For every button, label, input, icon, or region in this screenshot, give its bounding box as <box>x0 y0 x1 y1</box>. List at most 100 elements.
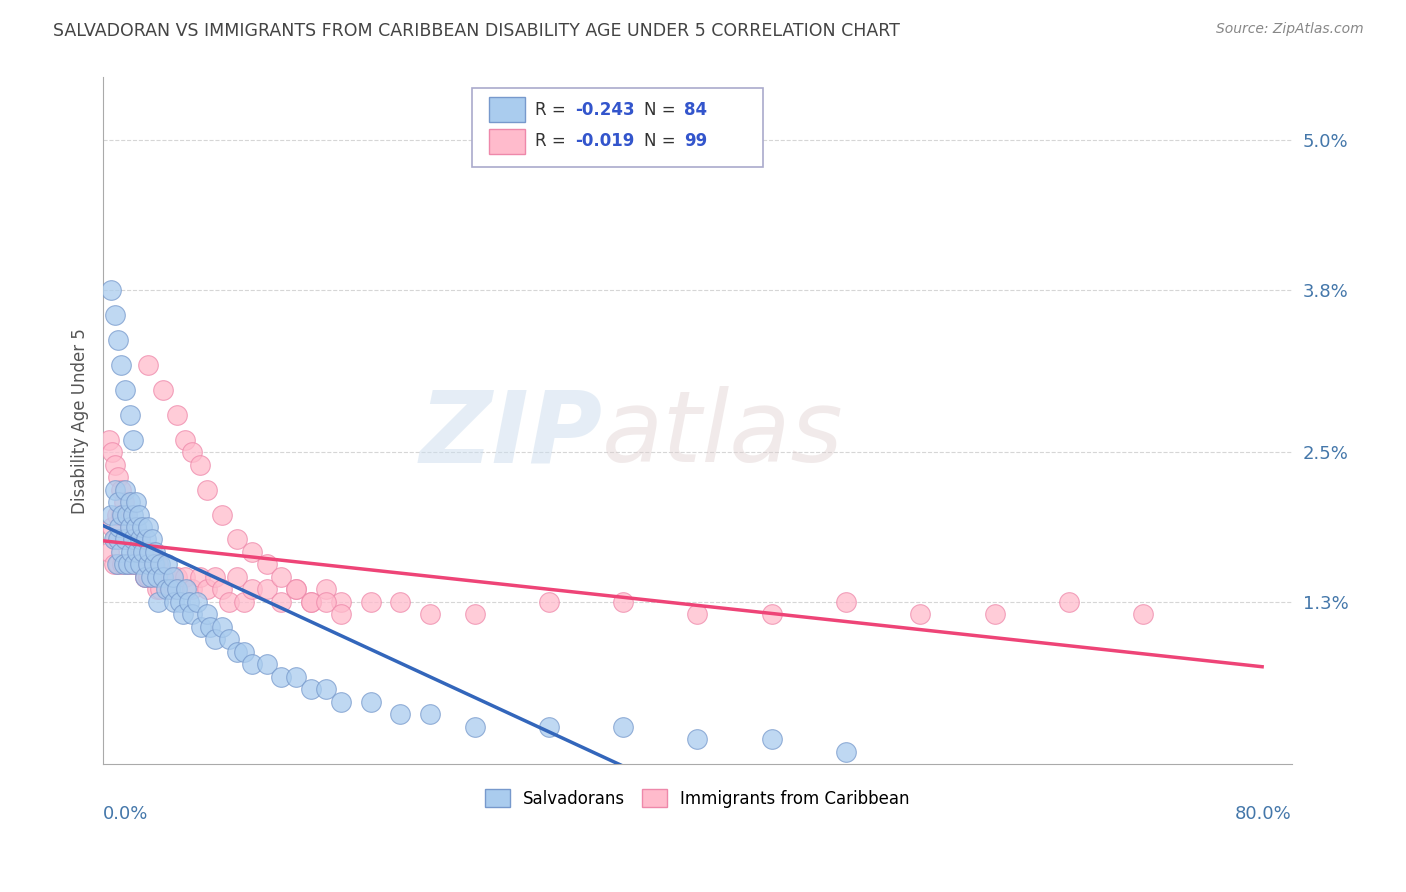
Point <box>142 570 165 584</box>
Point <box>100 283 122 297</box>
Point <box>240 657 263 672</box>
Point <box>166 582 188 597</box>
Point <box>110 358 132 372</box>
Point <box>128 508 150 522</box>
Point <box>211 582 233 597</box>
Point <box>983 607 1005 622</box>
Point <box>761 732 783 747</box>
Point <box>166 570 188 584</box>
Point <box>143 545 166 559</box>
Point <box>360 595 382 609</box>
Point <box>129 533 152 547</box>
Point <box>115 558 138 572</box>
Point <box>315 682 337 697</box>
Point <box>464 720 486 734</box>
Point <box>389 707 412 722</box>
Point <box>136 570 159 584</box>
Point <box>233 645 256 659</box>
Point <box>256 582 278 597</box>
Point <box>159 582 181 597</box>
Point <box>163 595 186 609</box>
Point <box>112 495 135 509</box>
Text: SALVADORAN VS IMMIGRANTS FROM CARIBBEAN DISABILITY AGE UNDER 5 CORRELATION CHART: SALVADORAN VS IMMIGRANTS FROM CARIBBEAN … <box>53 22 900 40</box>
Point <box>204 570 226 584</box>
Point <box>233 595 256 609</box>
Point <box>132 545 155 559</box>
Point <box>218 632 240 647</box>
Point <box>142 558 165 572</box>
Point <box>129 558 152 572</box>
Point <box>121 533 143 547</box>
Point <box>169 595 191 609</box>
Point <box>195 607 218 622</box>
Point <box>104 483 127 497</box>
Text: atlas: atlas <box>602 386 844 483</box>
Point <box>129 533 152 547</box>
Point <box>131 520 153 534</box>
Point <box>211 508 233 522</box>
Point <box>419 607 441 622</box>
Point <box>103 533 125 547</box>
Point <box>686 732 709 747</box>
Point <box>128 558 150 572</box>
Point <box>134 570 156 584</box>
Point <box>101 445 124 459</box>
Point <box>537 595 560 609</box>
Point <box>835 595 858 609</box>
Point <box>121 558 143 572</box>
Point <box>118 408 141 422</box>
Point <box>136 570 159 584</box>
Text: Source: ZipAtlas.com: Source: ZipAtlas.com <box>1216 22 1364 37</box>
Point <box>121 508 143 522</box>
Point <box>198 620 221 634</box>
Text: 84: 84 <box>685 101 707 119</box>
Point <box>173 570 195 584</box>
Text: R =: R = <box>534 101 571 119</box>
Point <box>188 458 211 472</box>
Point <box>329 607 352 622</box>
Point <box>107 333 129 347</box>
Point <box>110 545 132 559</box>
Point <box>163 582 186 597</box>
Y-axis label: Disability Age Under 5: Disability Age Under 5 <box>72 328 89 514</box>
Point <box>125 520 148 534</box>
Point <box>131 558 153 572</box>
Point <box>138 545 160 559</box>
Point <box>121 533 143 547</box>
Point <box>117 533 139 547</box>
FancyBboxPatch shape <box>489 97 524 122</box>
Point <box>179 595 201 609</box>
FancyBboxPatch shape <box>489 129 524 153</box>
Point <box>121 433 143 447</box>
Point <box>329 695 352 709</box>
Point <box>118 495 141 509</box>
Point <box>111 558 134 572</box>
Point <box>146 595 169 609</box>
Point <box>114 383 136 397</box>
Point <box>1132 607 1154 622</box>
Point <box>100 508 122 522</box>
Point <box>145 582 167 597</box>
Point <box>145 570 167 584</box>
Point <box>686 607 709 622</box>
Point <box>270 570 292 584</box>
Point <box>181 445 204 459</box>
Point <box>225 645 247 659</box>
Point <box>108 533 131 547</box>
Point <box>152 570 174 584</box>
Point <box>204 632 226 647</box>
Point <box>157 582 180 597</box>
Point <box>389 595 412 609</box>
Point <box>127 533 149 547</box>
Point <box>835 745 858 759</box>
Point <box>105 508 128 522</box>
Point <box>139 570 162 584</box>
Point <box>155 570 177 584</box>
Point <box>612 720 634 734</box>
Point <box>98 545 121 559</box>
Point <box>190 620 212 634</box>
Point <box>285 582 308 597</box>
Point <box>107 495 129 509</box>
Point <box>107 558 129 572</box>
Point <box>136 558 159 572</box>
